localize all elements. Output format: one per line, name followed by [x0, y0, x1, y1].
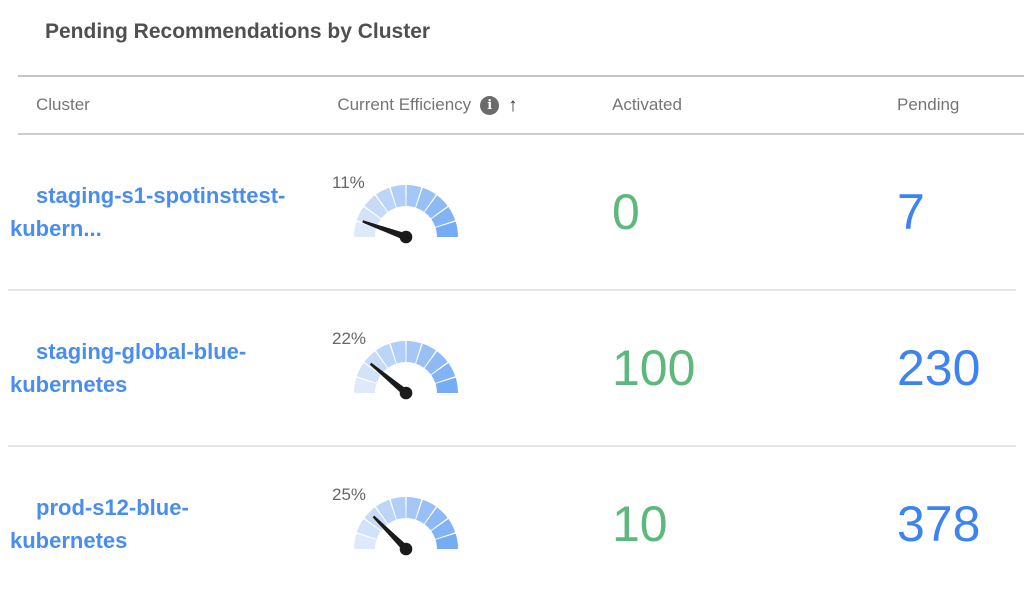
sort-ascending-icon: ↑ [508, 94, 518, 116]
table-row: staging-s1-spotinsttest- kubern... 11% 0… [0, 135, 1024, 289]
cluster-link[interactable]: staging-s1-spotinsttest- kubern... [10, 179, 300, 245]
info-icon-glyph: i [487, 97, 493, 113]
cluster-name-line1: prod-s12-blue- [36, 495, 189, 520]
gauge-chart [348, 491, 464, 557]
efficiency-gauge: 11% [332, 173, 464, 245]
cluster-name-line2: kubernetes [10, 528, 128, 553]
efficiency-value: 11% [332, 173, 365, 192]
row-divider [8, 289, 1016, 291]
info-icon[interactable]: i [480, 95, 500, 115]
divider-header [18, 133, 1024, 135]
activated-count: 0 [612, 184, 640, 240]
table-header-row: Cluster Current Efficiency i ↑ Activated… [0, 77, 1024, 133]
efficiency-value: 25% [332, 485, 367, 504]
divider-top [18, 75, 1024, 77]
cluster-name-line1: staging-s1-spotinsttest- [36, 183, 286, 208]
table-row: prod-s12-blue- kubernetes 25% 10 378 [0, 447, 1024, 597]
gauge-chart [348, 179, 464, 245]
pending-count: 378 [897, 496, 981, 552]
cluster-link[interactable]: prod-s12-blue- kubernetes [10, 491, 300, 557]
page-title: Pending Recommendations by Cluster [45, 20, 431, 43]
column-header-efficiency-label: Current Efficiency [337, 95, 472, 114]
cluster-link[interactable]: staging-global-blue- kubernetes [10, 335, 300, 401]
gauge-chart [348, 335, 464, 401]
table-row: staging-global-blue- kubernetes 22% 100 … [0, 291, 1024, 445]
column-header-activated[interactable]: Activated [612, 95, 682, 114]
activated-count: 10 [612, 496, 668, 552]
column-header-pending[interactable]: Pending [897, 95, 960, 114]
column-header-cluster[interactable]: Cluster [36, 95, 90, 114]
column-header-efficiency[interactable]: Current Efficiency i ↑ [300, 95, 555, 115]
efficiency-gauge: 25% [332, 485, 464, 557]
cluster-name-line1: staging-global-blue- [36, 339, 247, 364]
activated-count: 100 [612, 340, 696, 396]
efficiency-gauge: 22% [332, 329, 464, 401]
cluster-name-line2: kubernetes [10, 372, 128, 397]
pending-count: 230 [897, 340, 981, 396]
row-divider [8, 445, 1016, 447]
cluster-name-line2: kubern... [10, 216, 102, 241]
efficiency-value: 22% [332, 329, 367, 348]
pending-count: 7 [897, 184, 925, 240]
